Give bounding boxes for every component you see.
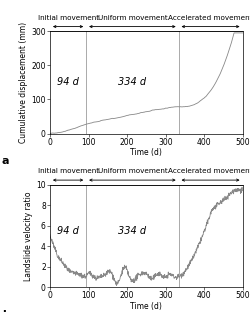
Y-axis label: Landslide velocity ratio: Landslide velocity ratio bbox=[24, 191, 34, 280]
Text: Uniform movement: Uniform movement bbox=[98, 15, 167, 21]
Text: Uniform movement: Uniform movement bbox=[98, 168, 167, 174]
Text: Accelerated movement: Accelerated movement bbox=[168, 168, 250, 174]
X-axis label: Time (d): Time (d) bbox=[130, 302, 162, 310]
Y-axis label: Cumulative displacement (mm): Cumulative displacement (mm) bbox=[20, 22, 28, 143]
X-axis label: Time (d): Time (d) bbox=[130, 148, 162, 157]
Text: b: b bbox=[2, 310, 10, 312]
Text: 334 d: 334 d bbox=[118, 226, 146, 236]
Text: Accelerated movement: Accelerated movement bbox=[168, 15, 250, 21]
Text: 334 d: 334 d bbox=[118, 77, 146, 87]
Text: Initial movement: Initial movement bbox=[38, 168, 99, 174]
Text: 94 d: 94 d bbox=[57, 226, 79, 236]
Text: a: a bbox=[2, 156, 10, 166]
Text: 94 d: 94 d bbox=[57, 77, 79, 87]
Text: Initial movement: Initial movement bbox=[38, 15, 99, 21]
